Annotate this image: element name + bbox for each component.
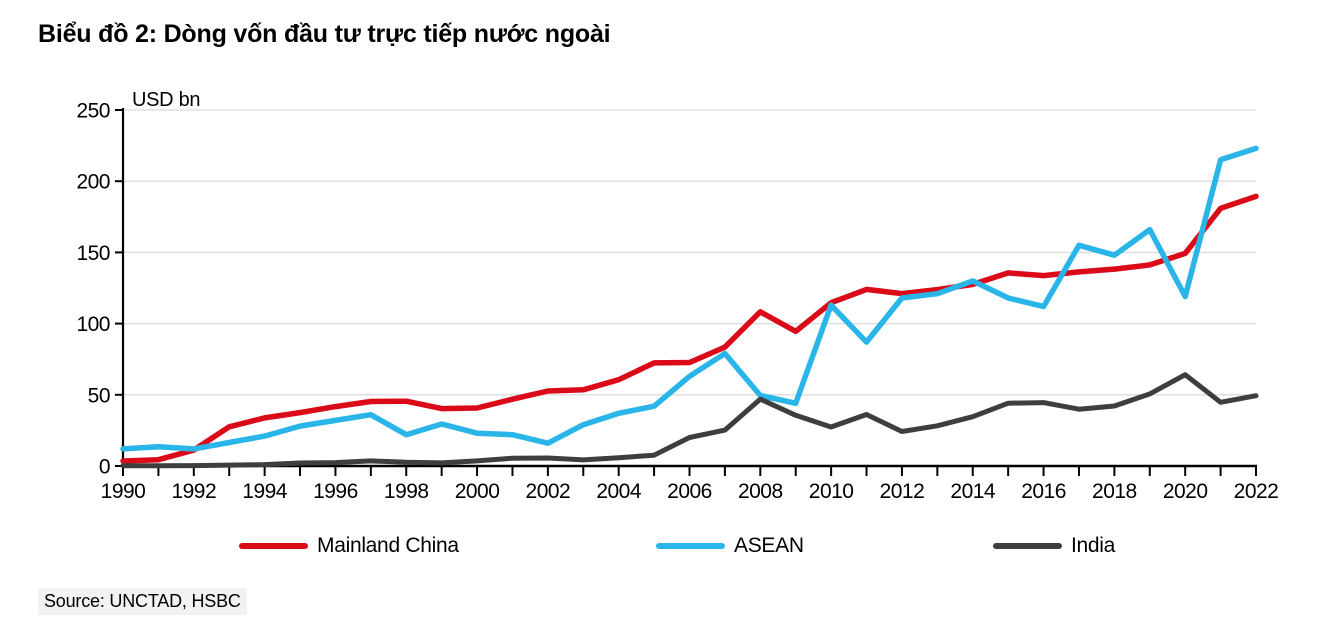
legend-label-mainland-china: Mainland China bbox=[317, 534, 459, 557]
y-tick-label: 250 bbox=[76, 100, 110, 123]
asean-line-swatch bbox=[656, 543, 725, 549]
india-line-swatch bbox=[993, 543, 1062, 549]
legend-item-mainland-china: Mainland China bbox=[239, 532, 459, 560]
y-tick-label: 150 bbox=[76, 242, 110, 265]
fdi-line-chart: 0 50 100 150 200 250 1990 1992 1994 1996 1998 2000 2… bbox=[76, 89, 1279, 503]
x-tick-label: 1996 bbox=[313, 480, 358, 503]
x-tick-label: 2022 bbox=[1234, 480, 1279, 503]
x-tick-label: 2010 bbox=[809, 480, 854, 503]
x-tick-label: 1998 bbox=[384, 480, 429, 503]
x-tick-label: 2008 bbox=[738, 480, 783, 503]
legend-item-india: India bbox=[993, 532, 1115, 560]
y-tick-label: 0 bbox=[99, 456, 110, 479]
legend-label-asean: ASEAN bbox=[734, 534, 804, 557]
series-line-mainland-china bbox=[120, 193, 1259, 464]
x-tick-label: 2000 bbox=[455, 480, 500, 503]
x-tick-label: 2016 bbox=[1021, 480, 1066, 503]
series-line-india bbox=[120, 372, 1259, 469]
chart-legend: Mainland China ASEAN India bbox=[0, 532, 1331, 560]
x-tick-label: 2020 bbox=[1163, 480, 1208, 503]
x-tick-label: 1994 bbox=[242, 480, 288, 503]
x-tick-label: 2004 bbox=[596, 480, 642, 503]
x-tick-label: 2018 bbox=[1092, 480, 1137, 503]
x-tick-label: 2014 bbox=[950, 480, 996, 503]
legend-label-india: India bbox=[1071, 534, 1116, 557]
x-tick-label: 2002 bbox=[526, 480, 571, 503]
x-tick-label: 1992 bbox=[171, 480, 216, 503]
y-tick-label: 100 bbox=[76, 313, 110, 336]
x-tick-label: 1990 bbox=[101, 480, 146, 503]
x-tick-label: 2006 bbox=[667, 480, 712, 503]
page-title: Biểu đồ 2: Dòng vốn đầu tư trực tiếp nướ… bbox=[38, 20, 611, 48]
y-tick-label: 200 bbox=[76, 171, 110, 194]
x-tick-label: 2012 bbox=[880, 480, 925, 503]
source-note: Source: UNCTAD, HSBC bbox=[38, 588, 247, 615]
legend-item-asean: ASEAN bbox=[656, 532, 804, 560]
y-axis-unit-label: USD bn bbox=[132, 89, 200, 111]
mainland-china-line-swatch bbox=[239, 543, 308, 549]
y-tick-label: 50 bbox=[88, 384, 110, 407]
series-line-asean bbox=[120, 145, 1259, 452]
